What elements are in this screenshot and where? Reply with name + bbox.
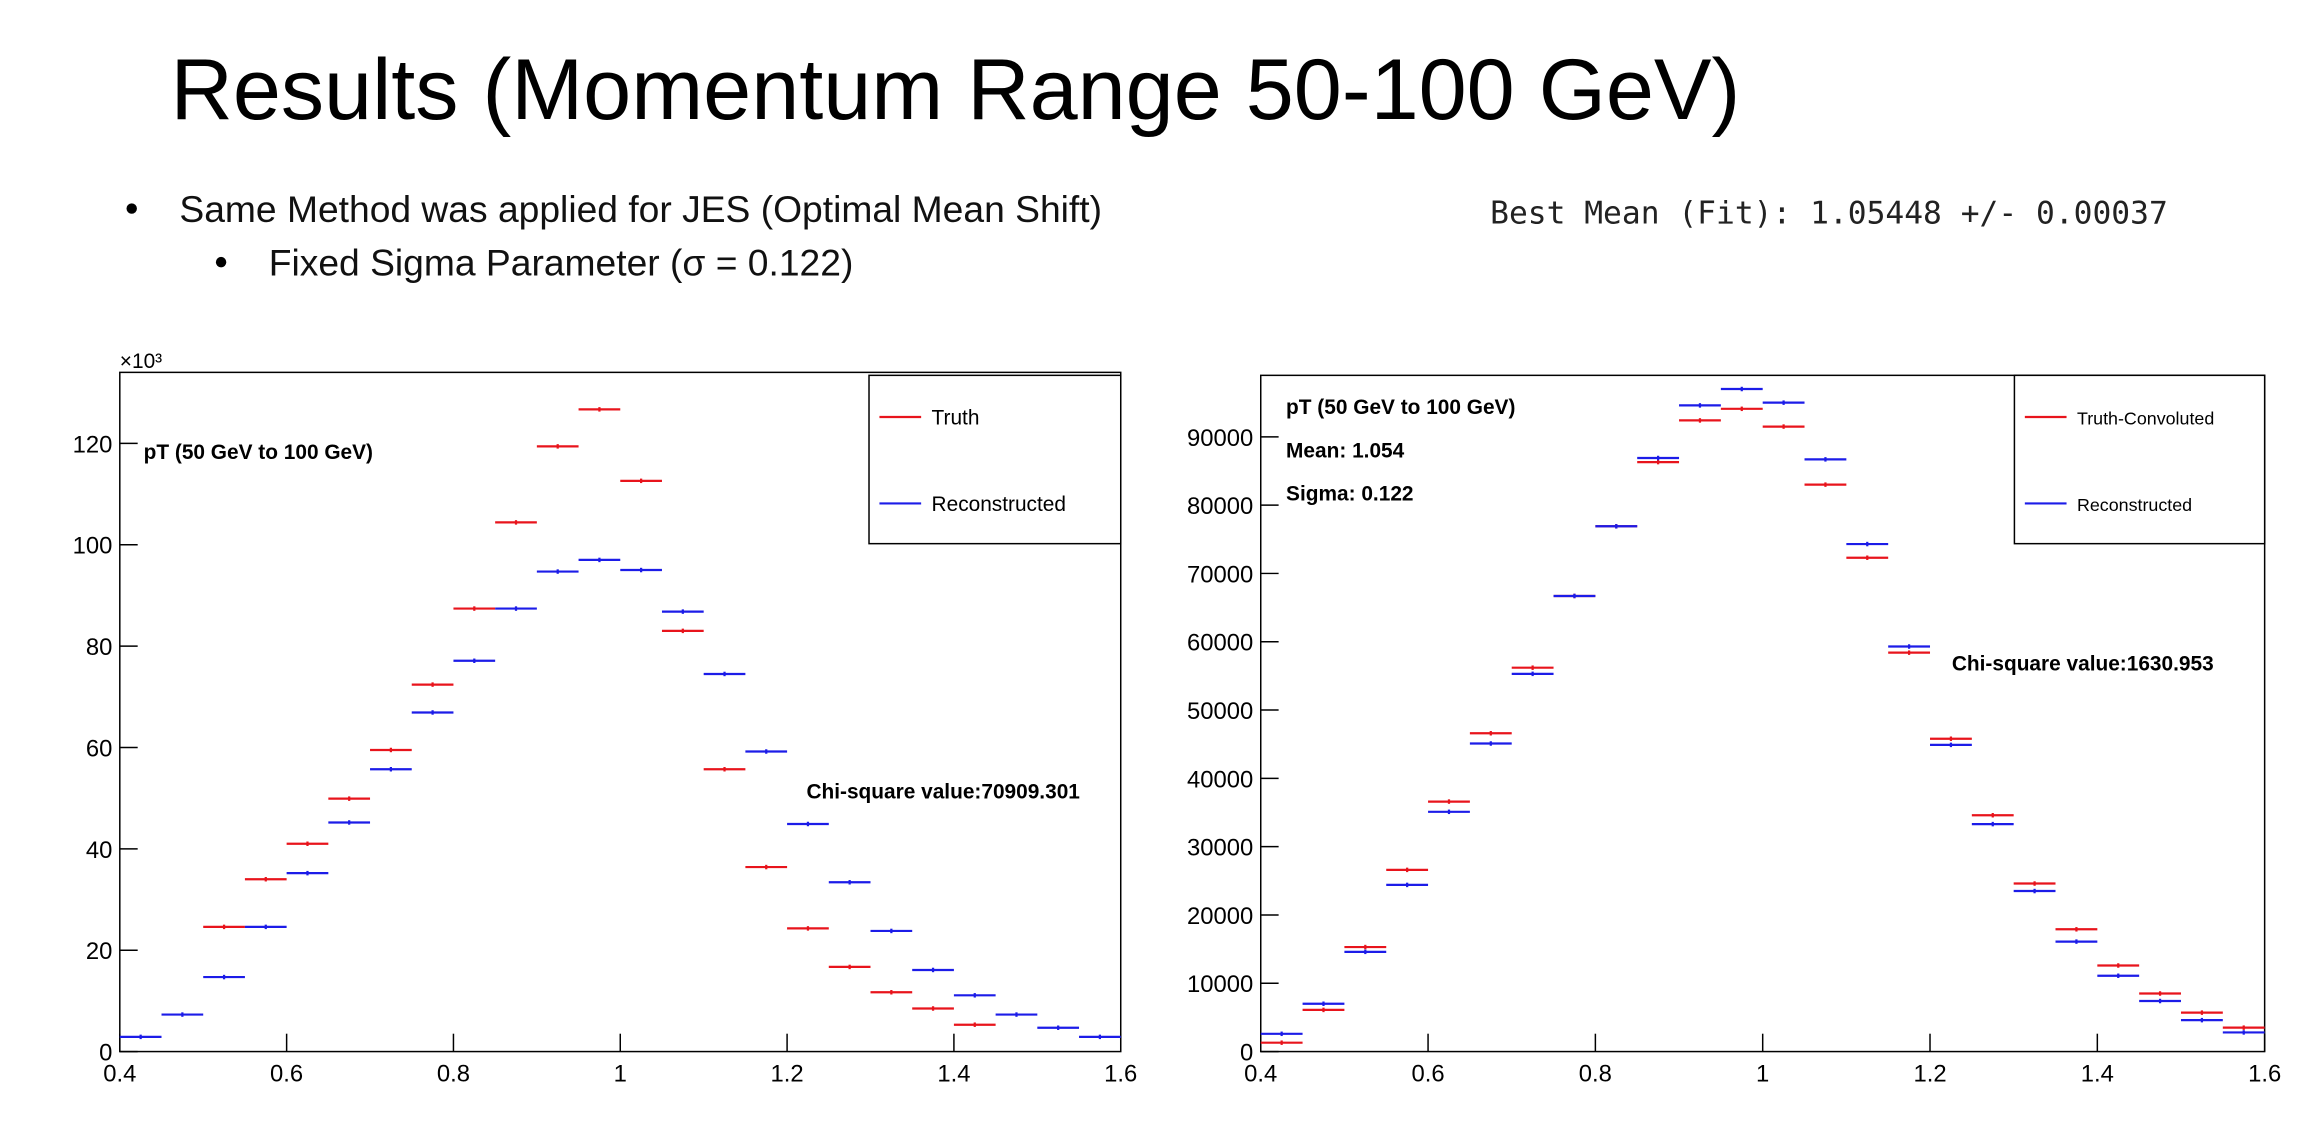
x-tick-label: 1.2 bbox=[1913, 1060, 1946, 1087]
legend-label: Reconstructed bbox=[932, 493, 1066, 516]
y-tick-label: 100 bbox=[73, 533, 113, 560]
y-multiplier: ×10³ bbox=[120, 350, 162, 373]
legend-box bbox=[2013, 374, 2266, 545]
x-tick-label: 1.4 bbox=[2081, 1060, 2114, 1087]
plot-frame bbox=[1259, 374, 2266, 1053]
bullet-text: Fixed Sigma Parameter (σ = 0.122) bbox=[269, 242, 854, 284]
x-tick-label: 0.8 bbox=[437, 1060, 470, 1087]
bullet-dot bbox=[126, 203, 137, 214]
annotation: Sigma: 0.122 bbox=[1286, 482, 1413, 505]
y-tick-label: 40000 bbox=[1187, 766, 1253, 793]
y-tick-label: 60000 bbox=[1187, 630, 1253, 657]
y-tick-label: 80000 bbox=[1187, 493, 1253, 520]
legend-label: Reconstructed bbox=[2077, 495, 2192, 515]
legend-label: Truth-Convoluted bbox=[2077, 408, 2214, 428]
y-tick-label: 90000 bbox=[1187, 425, 1253, 452]
slide-title: Results (Momentum Range 50-100 GeV) bbox=[170, 42, 1740, 138]
y-tick-label: 40 bbox=[86, 837, 113, 864]
y-tick-label: 50000 bbox=[1187, 698, 1253, 725]
x-tick-label: 0.4 bbox=[103, 1060, 136, 1087]
x-tick-label: 1.6 bbox=[1104, 1060, 1137, 1087]
chi-square: Chi-square value:70909.301 bbox=[806, 780, 1080, 803]
y-tick-label: 80 bbox=[86, 634, 113, 661]
y-tick-label: 120 bbox=[73, 431, 113, 458]
x-tick-label: 1.2 bbox=[771, 1060, 804, 1087]
chi-square: Chi-square value:1630.953 bbox=[1952, 652, 2214, 675]
x-tick-label: 0.6 bbox=[1411, 1060, 1444, 1087]
y-tick-label: 20 bbox=[86, 938, 113, 965]
x-tick-label: 1.4 bbox=[937, 1060, 970, 1087]
annotation: Mean: 1.054 bbox=[1286, 439, 1405, 462]
x-tick-label: 1 bbox=[614, 1060, 627, 1087]
y-tick-label: 10000 bbox=[1187, 971, 1253, 998]
bullet-dot bbox=[215, 256, 227, 268]
x-tick-label: 0.4 bbox=[1244, 1060, 1277, 1087]
legend-box bbox=[868, 374, 1122, 545]
x-tick-label: 1 bbox=[1756, 1060, 1769, 1087]
bullet-text: Same Method was applied for JES (Optimal… bbox=[179, 188, 1102, 230]
x-tick-label: 0.8 bbox=[1579, 1060, 1612, 1087]
plot-frame bbox=[119, 371, 1122, 1053]
x-tick-label: 1.6 bbox=[2248, 1060, 2281, 1087]
annotation: pT (50 GeV to 100 GeV) bbox=[1286, 396, 1515, 419]
annotation: pT (50 GeV to 100 GeV) bbox=[144, 441, 373, 464]
y-tick-label: 20000 bbox=[1187, 903, 1253, 930]
y-tick-label: 70000 bbox=[1187, 561, 1253, 588]
y-tick-label: 0 bbox=[1240, 1040, 1253, 1067]
y-tick-label: 0 bbox=[99, 1040, 112, 1067]
y-tick-label: 60 bbox=[86, 735, 113, 762]
x-tick-label: 0.6 bbox=[270, 1060, 303, 1087]
y-tick-label: 30000 bbox=[1187, 835, 1253, 862]
legend-label: Truth bbox=[932, 407, 980, 430]
fit-result: Best Mean (Fit): 1.05448 +/- 0.00037 bbox=[1490, 195, 2168, 231]
